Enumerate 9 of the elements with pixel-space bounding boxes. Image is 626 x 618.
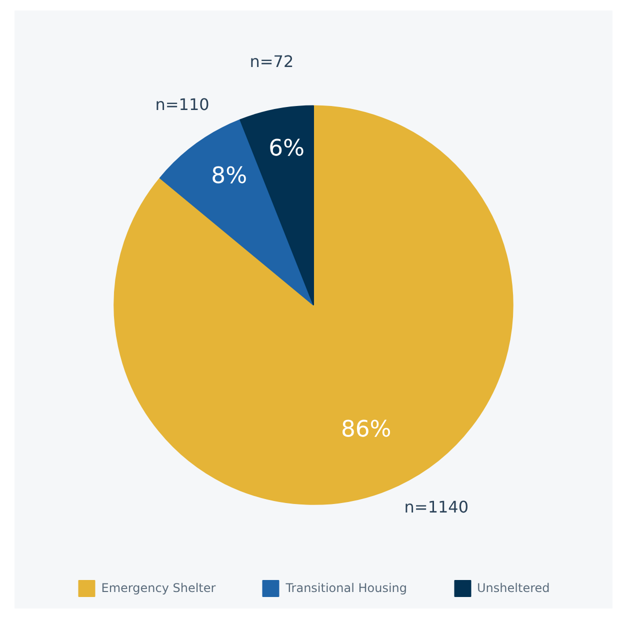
text: n=72 [250, 52, 294, 71]
legend-label: Transitional Housing [286, 581, 408, 595]
text: n=110 [155, 94, 210, 114]
legend-label: Unsheltered [477, 581, 550, 595]
data-label: 6% [268, 135, 305, 162]
text: n=1140 [404, 498, 469, 517]
data-label: 86% [340, 416, 392, 442]
data-label: 8% [211, 163, 248, 190]
legend-label: Emergency Shelter [101, 581, 216, 595]
